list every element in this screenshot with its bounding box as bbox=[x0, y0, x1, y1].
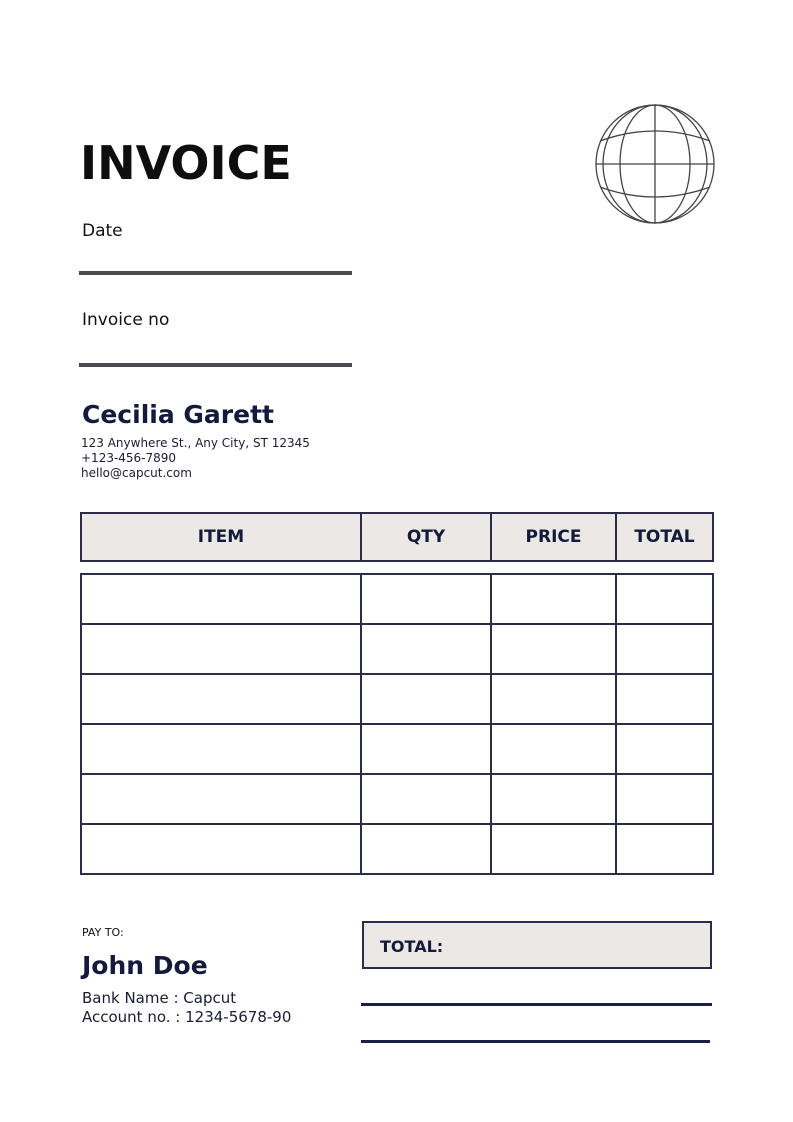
total-box: TOTAL: bbox=[362, 921, 712, 969]
table-cell[interactable] bbox=[490, 773, 617, 825]
table-cell[interactable] bbox=[615, 623, 714, 675]
date-field-line[interactable] bbox=[79, 271, 352, 275]
table-cell[interactable] bbox=[80, 573, 362, 625]
table-cell[interactable] bbox=[615, 773, 714, 825]
table-row bbox=[80, 773, 714, 825]
table-cell[interactable] bbox=[615, 723, 714, 775]
pay-to-label: PAY TO: bbox=[82, 926, 124, 939]
column-header-total: TOTAL bbox=[615, 512, 714, 562]
table-cell[interactable] bbox=[490, 823, 617, 875]
sender-address: 123 Anywhere St., Any City, ST 12345 bbox=[81, 436, 310, 450]
table-cell[interactable] bbox=[360, 823, 492, 875]
table-row bbox=[80, 673, 714, 725]
sender-email: hello@capcut.com bbox=[81, 466, 192, 480]
invoice-title: INVOICE bbox=[80, 136, 292, 190]
table-cell[interactable] bbox=[490, 673, 617, 725]
total-line-2 bbox=[361, 1040, 710, 1043]
sender-name: Cecilia Garett bbox=[82, 400, 274, 429]
table-cell[interactable] bbox=[490, 723, 617, 775]
invoice-no-label: Invoice no bbox=[82, 310, 170, 330]
table-row bbox=[80, 723, 714, 775]
column-header-price: PRICE bbox=[490, 512, 617, 562]
table-cell[interactable] bbox=[360, 723, 492, 775]
table-row bbox=[80, 623, 714, 675]
table-cell[interactable] bbox=[360, 573, 492, 625]
date-label: Date bbox=[82, 221, 123, 241]
table-cell[interactable] bbox=[615, 823, 714, 875]
items-table-header: ITEM QTY PRICE TOTAL bbox=[80, 512, 714, 562]
table-row bbox=[80, 573, 714, 625]
bank-name: Bank Name : Capcut bbox=[82, 989, 237, 1007]
account-number: Account no. : 1234-5678-90 bbox=[82, 1008, 292, 1026]
column-header-item: ITEM bbox=[80, 512, 362, 562]
table-cell[interactable] bbox=[615, 573, 714, 625]
sender-phone: +123-456-7890 bbox=[81, 451, 177, 465]
sender-details: 123 Anywhere St., Any City, ST 12345 +12… bbox=[81, 436, 310, 481]
invoice-no-field-line[interactable] bbox=[79, 363, 352, 367]
table-cell[interactable] bbox=[360, 673, 492, 725]
table-cell[interactable] bbox=[490, 623, 617, 675]
table-cell[interactable] bbox=[360, 773, 492, 825]
table-cell[interactable] bbox=[80, 673, 362, 725]
table-cell[interactable] bbox=[80, 723, 362, 775]
table-cell[interactable] bbox=[360, 623, 492, 675]
table-row bbox=[80, 823, 714, 875]
table-cell[interactable] bbox=[80, 823, 362, 875]
column-header-qty: QTY bbox=[360, 512, 492, 562]
globe-icon bbox=[595, 104, 715, 224]
bank-details: Bank Name : Capcut Account no. : 1234-56… bbox=[82, 989, 291, 1027]
total-label: TOTAL: bbox=[380, 937, 444, 956]
table-cell[interactable] bbox=[80, 623, 362, 675]
table-cell[interactable] bbox=[615, 673, 714, 725]
items-table-body bbox=[80, 573, 714, 875]
payee-name: John Doe bbox=[82, 951, 208, 980]
total-line-1 bbox=[361, 1003, 712, 1006]
table-cell[interactable] bbox=[490, 573, 617, 625]
table-cell[interactable] bbox=[80, 773, 362, 825]
